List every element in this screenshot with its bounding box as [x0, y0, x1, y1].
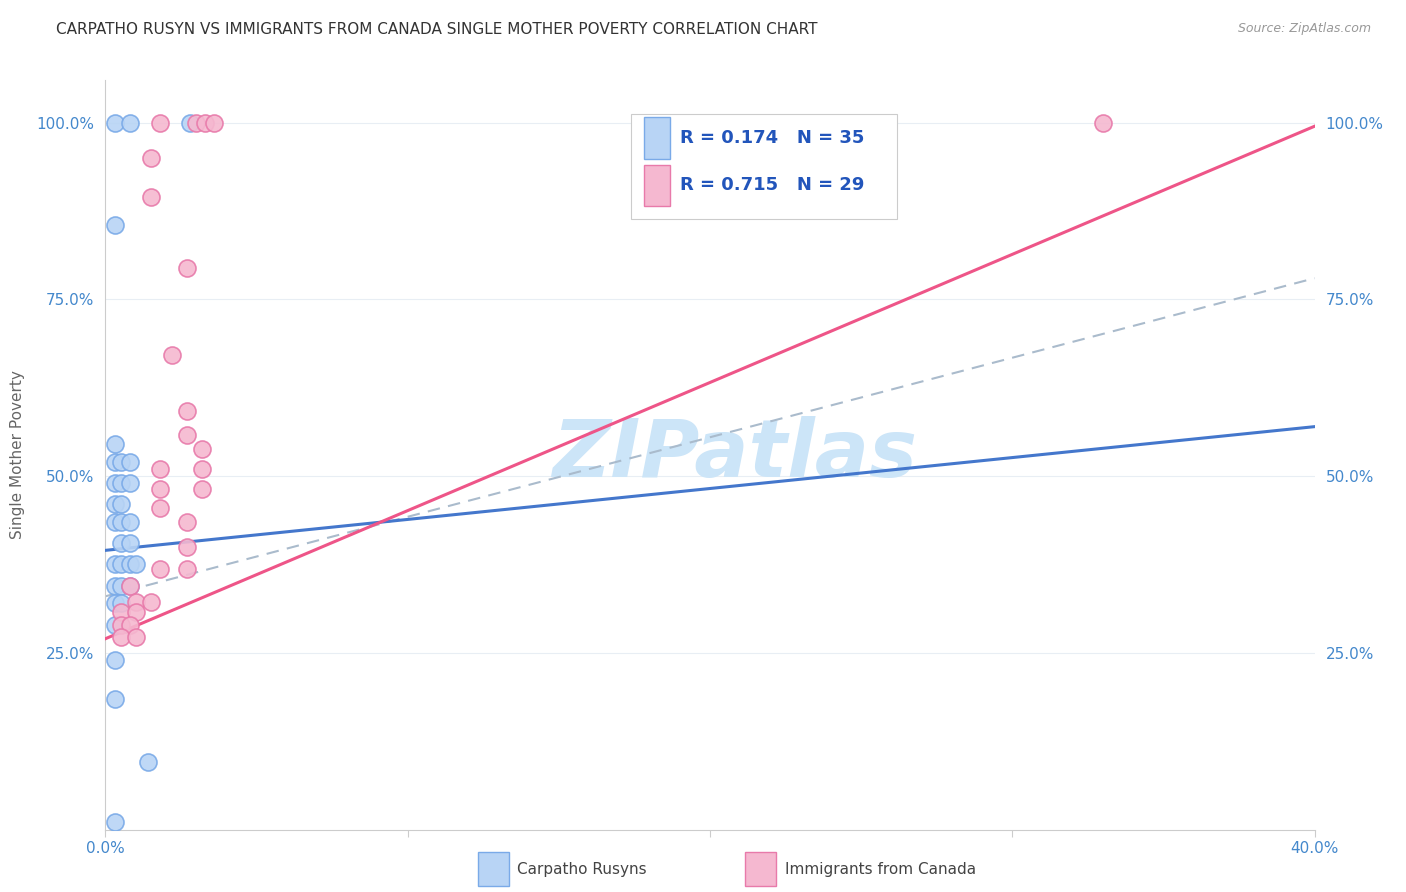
Point [136, 756, 159, 770]
Point [110, 497, 132, 511]
Point [103, 815, 125, 830]
Point [124, 630, 148, 644]
Point [118, 579, 141, 593]
Point [118, 455, 141, 469]
Point [160, 347, 183, 361]
Point [118, 476, 141, 491]
Point [194, 116, 217, 130]
Point [103, 653, 125, 667]
Point [1092, 116, 1115, 130]
Point [176, 562, 198, 576]
Point [103, 515, 125, 529]
Point [103, 691, 125, 706]
Point [110, 455, 132, 469]
Point [103, 455, 125, 469]
Point [103, 558, 125, 572]
Point [186, 116, 208, 130]
Point [103, 497, 125, 511]
Point [149, 562, 172, 576]
Point [118, 558, 141, 572]
Point [103, 579, 125, 593]
Point [191, 462, 214, 476]
Point [176, 515, 198, 529]
Point [110, 579, 132, 593]
Point [124, 605, 148, 619]
Point [118, 116, 141, 130]
Bar [631, 114, 897, 219]
Point [103, 116, 125, 130]
Text: Source: ZipAtlas.com: Source: ZipAtlas.com [1237, 22, 1371, 36]
Point [110, 630, 132, 644]
Point [110, 536, 132, 550]
Point [139, 151, 162, 165]
Y-axis label: Single Mother Poverty: Single Mother Poverty [10, 370, 25, 540]
Point [176, 260, 198, 275]
Point [139, 190, 162, 204]
Point [118, 536, 141, 550]
Point [124, 558, 148, 572]
Text: CARPATHO RUSYN VS IMMIGRANTS FROM CANADA SINGLE MOTHER POVERTY CORRELATION CHART: CARPATHO RUSYN VS IMMIGRANTS FROM CANADA… [56, 22, 818, 37]
Point [139, 595, 162, 609]
Point [110, 558, 132, 572]
Bar [644, 118, 671, 159]
Point [118, 515, 141, 529]
Point [103, 596, 125, 610]
Point [176, 428, 198, 442]
Point [149, 116, 172, 130]
Point [124, 595, 148, 609]
Point [110, 476, 132, 491]
Point [149, 500, 172, 515]
Point [118, 579, 141, 593]
Point [110, 617, 132, 632]
Point [179, 116, 201, 130]
Point [103, 437, 125, 451]
Point [103, 476, 125, 491]
Text: R = 0.174   N = 35: R = 0.174 N = 35 [681, 129, 865, 147]
Point [149, 462, 172, 476]
Point [149, 482, 172, 496]
Point [191, 482, 214, 496]
Bar [644, 164, 671, 206]
Point [202, 116, 225, 130]
Point [110, 605, 132, 619]
Point [110, 596, 132, 610]
Text: Immigrants from Canada: Immigrants from Canada [785, 863, 976, 877]
Point [103, 617, 125, 632]
Point [176, 540, 198, 554]
Text: R = 0.715   N = 29: R = 0.715 N = 29 [681, 177, 865, 194]
Point [103, 218, 125, 232]
Point [118, 617, 141, 632]
Text: ZIPatlas: ZIPatlas [551, 416, 917, 494]
Point [176, 404, 198, 418]
Point [110, 515, 132, 529]
Point [191, 442, 214, 457]
Text: Carpatho Rusyns: Carpatho Rusyns [517, 863, 647, 877]
